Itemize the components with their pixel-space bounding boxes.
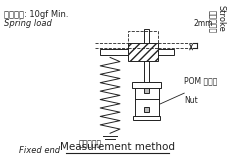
Text: 2mm: 2mm [193,19,213,28]
Text: Spring load: Spring load [4,19,52,28]
Bar [100,49,174,55]
Text: ストローク: ストローク [207,10,216,33]
Bar [144,29,149,120]
Bar [128,43,157,61]
Bar [133,116,161,120]
Bar [144,88,149,93]
Bar [144,107,149,112]
Text: Fixed end: Fixed end [19,146,60,155]
Text: Nut: Nut [184,96,198,105]
Bar [128,31,157,48]
Text: バネ負荷: 10gf Min.: バネ負荷: 10gf Min. [4,10,69,19]
Text: Measurement method: Measurement method [59,142,175,152]
Bar [135,82,159,120]
Bar [132,82,161,88]
Text: Stroke: Stroke [217,5,226,32]
Text: POM ナット: POM ナット [184,76,218,85]
Text: バネ固定端: バネ固定端 [79,139,102,148]
